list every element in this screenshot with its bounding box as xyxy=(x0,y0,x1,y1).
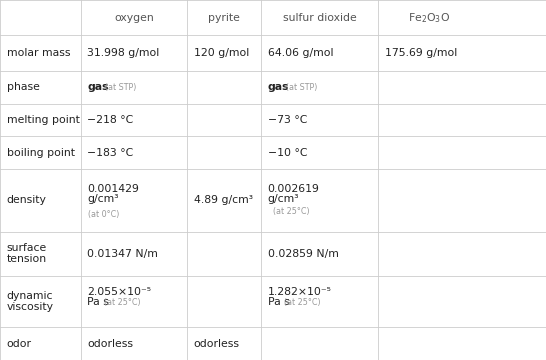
Text: 0.002619: 0.002619 xyxy=(268,184,319,194)
Text: −10 °C: −10 °C xyxy=(268,148,307,158)
Text: molar mass: molar mass xyxy=(7,48,70,58)
Text: g/cm³: g/cm³ xyxy=(268,194,299,204)
Text: sulfur dioxide: sulfur dioxide xyxy=(283,13,357,23)
Text: 0.01347 N/m: 0.01347 N/m xyxy=(87,249,158,258)
Text: (at STP): (at STP) xyxy=(105,82,136,91)
Text: 0.001429: 0.001429 xyxy=(87,184,139,194)
Text: g/cm³: g/cm³ xyxy=(87,194,119,204)
Text: Pa s: Pa s xyxy=(87,297,109,307)
Text: odorless: odorless xyxy=(87,338,133,348)
Text: −218 °C: −218 °C xyxy=(87,115,134,125)
Text: −73 °C: −73 °C xyxy=(268,115,307,125)
Text: (at 0°C): (at 0°C) xyxy=(88,210,119,219)
Text: melting point: melting point xyxy=(7,115,79,125)
Text: 1.282×10⁻⁵: 1.282×10⁻⁵ xyxy=(268,287,331,297)
Text: Fe$_2$O$_3$O: Fe$_2$O$_3$O xyxy=(408,11,450,24)
Text: 4.89 g/cm³: 4.89 g/cm³ xyxy=(194,195,253,206)
Text: density: density xyxy=(7,195,46,206)
Text: dynamic
viscosity: dynamic viscosity xyxy=(7,291,54,312)
Text: 175.69 g/mol: 175.69 g/mol xyxy=(385,48,457,58)
Text: odorless: odorless xyxy=(194,338,240,348)
Text: phase: phase xyxy=(7,82,39,92)
Text: surface
tension: surface tension xyxy=(7,243,47,265)
Text: 2.055×10⁻⁵: 2.055×10⁻⁵ xyxy=(87,287,151,297)
Text: oxygen: oxygen xyxy=(114,13,154,23)
Text: boiling point: boiling point xyxy=(7,148,75,158)
Text: 64.06 g/mol: 64.06 g/mol xyxy=(268,48,333,58)
Text: odor: odor xyxy=(7,338,32,348)
Text: pyrite: pyrite xyxy=(208,13,240,23)
Text: 31.998 g/mol: 31.998 g/mol xyxy=(87,48,159,58)
Text: 120 g/mol: 120 g/mol xyxy=(194,48,249,58)
Text: 0.02859 N/m: 0.02859 N/m xyxy=(268,249,339,258)
Text: (at 25°C): (at 25°C) xyxy=(284,298,321,307)
Text: (at 25°C): (at 25°C) xyxy=(273,207,310,216)
Text: Pa s: Pa s xyxy=(268,297,289,307)
Text: −183 °C: −183 °C xyxy=(87,148,134,158)
Text: (at 25°C): (at 25°C) xyxy=(104,298,140,307)
Text: (at STP): (at STP) xyxy=(286,82,317,91)
Text: gas: gas xyxy=(268,82,289,92)
Text: gas: gas xyxy=(87,82,109,92)
